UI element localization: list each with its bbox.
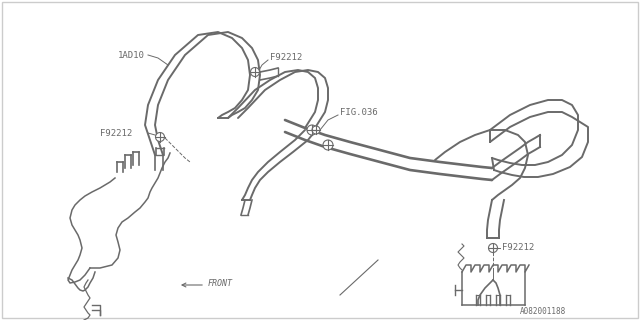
Circle shape	[312, 126, 320, 134]
Circle shape	[323, 140, 333, 150]
Circle shape	[307, 125, 317, 135]
Text: F92212: F92212	[502, 244, 534, 252]
Text: 1AD10: 1AD10	[118, 51, 145, 60]
Text: FIG.036: FIG.036	[340, 108, 378, 116]
Circle shape	[156, 132, 164, 141]
Text: A082001188: A082001188	[520, 308, 566, 316]
Circle shape	[250, 68, 259, 76]
Circle shape	[488, 244, 497, 252]
Text: F92212: F92212	[100, 129, 132, 138]
Text: F92212: F92212	[270, 52, 302, 61]
Text: FRONT: FRONT	[208, 278, 233, 287]
